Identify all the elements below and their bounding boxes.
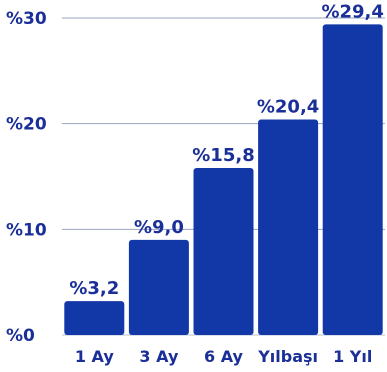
value-label: %9,0 [134,217,184,238]
y-tick-label: %0 [6,326,35,346]
y-tick-label: %10 [6,220,47,240]
bar-1 [64,301,125,335]
x-tick-label: 3 Ay [139,347,179,366]
value-label: %29,4 [321,1,383,22]
bar-5 [322,24,383,336]
x-tick-label: 1 Ay [75,347,115,366]
bar-2 [128,239,189,335]
value-label: %15,8 [192,145,254,166]
y-tick-label: %30 [6,9,47,29]
bar-4 [258,119,319,335]
x-tick-label: 6 Ay [204,347,244,366]
bar-3 [193,168,254,335]
x-tick-label: 1 Yıl [333,347,372,366]
value-label: %20,4 [257,96,319,117]
value-label: %3,2 [69,278,119,299]
x-tick-label: Yılbaşı [257,347,318,366]
y-tick-label: %20 [6,115,47,135]
